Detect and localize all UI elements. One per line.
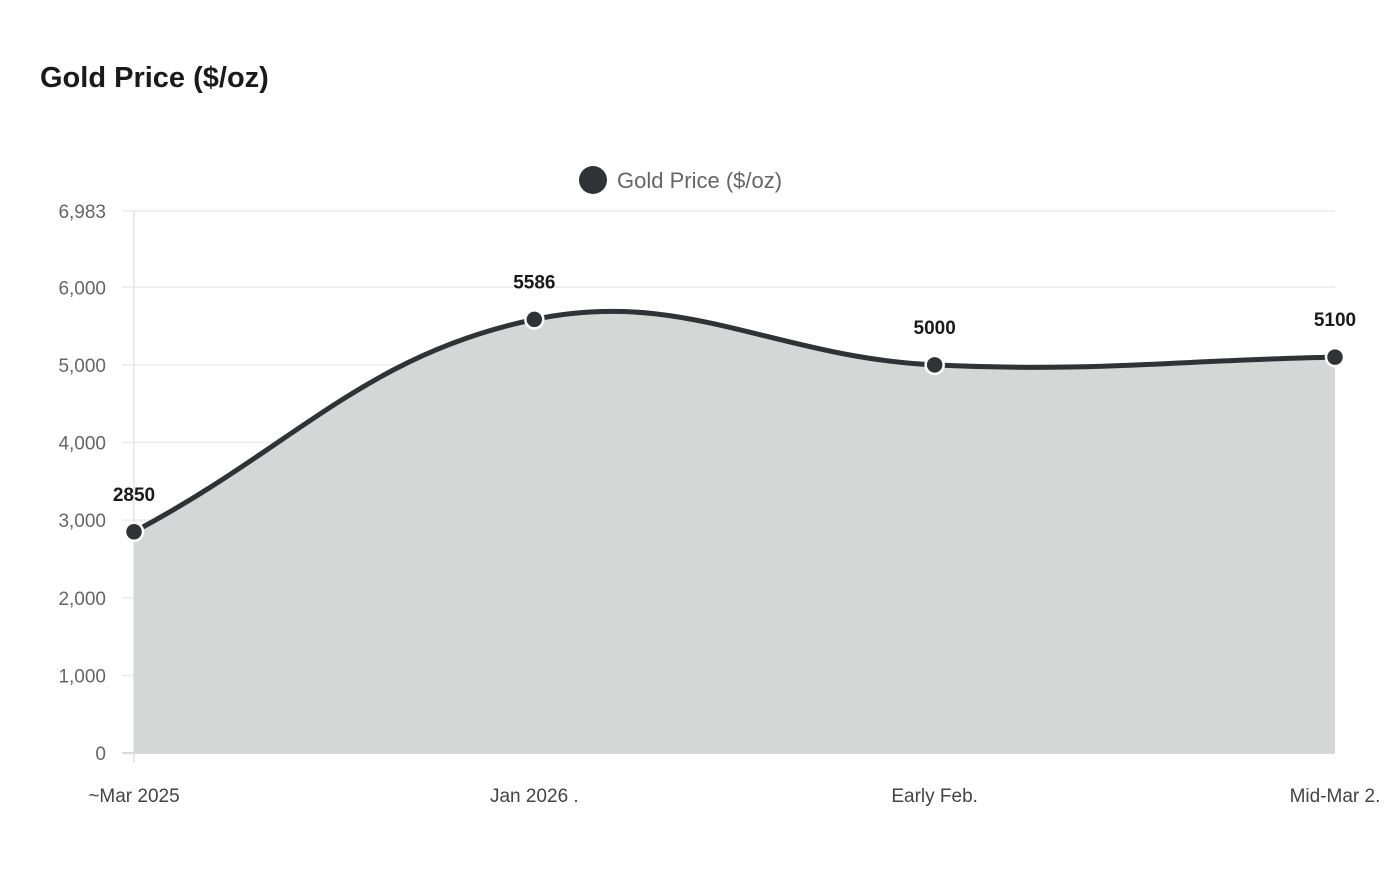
y-tick-label: 6,000 [58,278,106,299]
y-tick-label: 2,000 [58,589,106,610]
y-tick-label: 5,000 [58,356,106,377]
data-label: 2850 [113,485,155,506]
chart-title: Gold Price ($/oz) [40,62,269,94]
x-tick-label: Jan 2026 . [490,786,579,807]
y-tick-label: 6,983 [58,202,106,223]
x-tick-label: ~Mar 2025 [88,786,179,807]
legend-marker [579,166,607,194]
data-point [524,309,545,330]
y-tick-label: 1,000 [58,666,106,687]
data-point [924,354,945,376]
data-label: 5000 [914,318,956,339]
area-fill [134,311,1335,753]
data-point [1324,346,1346,368]
y-tick-label: 4,000 [58,434,106,455]
data-label: 5586 [513,272,555,293]
series-line [132,308,1336,534]
x-tick-label: Mid-Mar 2. [1290,786,1381,807]
legend-label: Gold Price ($/oz) [617,168,782,193]
data-point [123,521,145,543]
y-tick-label: 3,000 [58,511,106,532]
data-label: 5100 [1314,310,1356,331]
y-tick-label: 0 [95,744,106,765]
x-tick-label: Early Feb. [891,786,978,807]
